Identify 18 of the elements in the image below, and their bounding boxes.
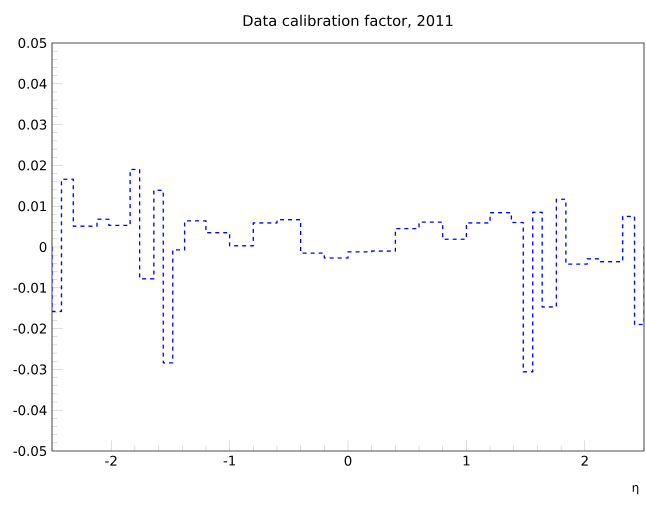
x-tick-label: -1 [224,456,236,466]
x-axis-title: η [632,485,638,494]
chart-title: Data calibration factor, 2011 [244,14,452,28]
x-tick-label: 1 [464,456,470,466]
y-tick-label: -0.02 [13,324,46,334]
x-tick-label: 0 [344,456,352,466]
y-tick-label: 0.05 [18,38,46,48]
y-tick-label: 0.03 [18,120,46,130]
y-tick-label: -0.05 [13,446,46,456]
y-tick-label: 0 [40,242,46,252]
y-tick-label: 0.04 [18,78,47,89]
y-tick-label: 0.02 [18,160,46,170]
y-tick-label: -0.03 [13,364,46,374]
x-tick-label: 2 [582,456,588,466]
y-tick-label: -0.04 [13,405,47,416]
y-tick-label: 0.01 [18,201,46,212]
x-tick-label: -2 [105,456,117,466]
y-tick-label: -0.01 [13,282,46,293]
